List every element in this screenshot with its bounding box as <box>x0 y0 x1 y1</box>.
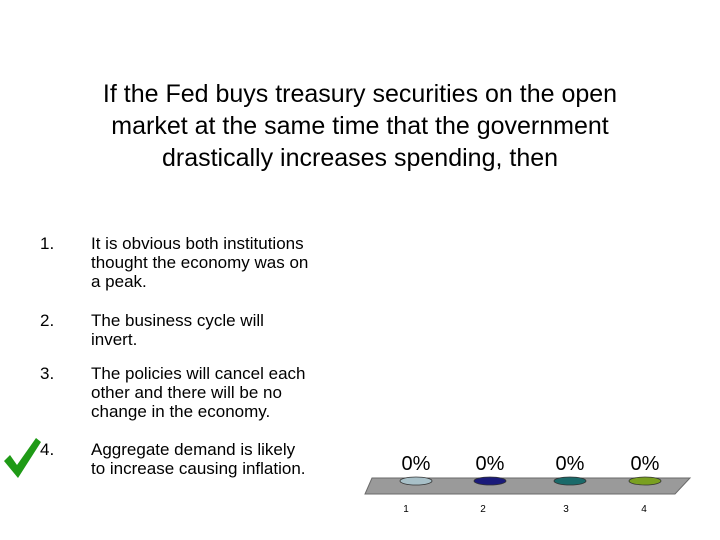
answer-line: change in the economy. <box>91 402 271 421</box>
question-line: market at the same time that the governm… <box>111 112 609 140</box>
answer-4-number: 4. <box>40 440 55 459</box>
answer-3-text: The policies will cancel each other and … <box>91 364 351 421</box>
answer-line: Aggregate demand is likely <box>91 440 296 459</box>
chart-floor <box>364 477 692 495</box>
answer-2-number: 2. <box>40 311 55 330</box>
response-chart: 0% 1 0% 2 0% 3 0% 4 <box>364 453 692 515</box>
answer-1-text: It is obvious both institutions thought … <box>91 234 351 291</box>
chart-tick-label: 3 <box>563 504 569 515</box>
answer-2-text: The business cycle will invert. <box>91 311 351 349</box>
chart-bar <box>553 476 587 486</box>
answer-line: It is obvious both institutions <box>91 234 304 253</box>
answer-line: to increase causing inflation. <box>91 459 306 478</box>
question-text: If the Fed buys treasury securities on t… <box>40 78 680 174</box>
chart-data-label: 0% <box>556 453 585 475</box>
chart-bar <box>473 476 507 486</box>
answer-line: The business cycle will <box>91 311 264 330</box>
answer-line: invert. <box>91 330 138 349</box>
chart-bar <box>399 476 433 486</box>
question-line: If the Fed buys treasury securities on t… <box>102 80 618 108</box>
answer-line: a peak. <box>91 272 147 291</box>
question-line: drastically increases spending, then <box>161 144 559 172</box>
checkmark-icon <box>4 438 41 478</box>
answer-line: thought the economy was on <box>91 253 309 272</box>
chart-tick-label: 1 <box>403 504 409 515</box>
chart-tick-label: 2 <box>480 504 486 515</box>
chart-tick-label: 4 <box>641 504 647 515</box>
chart-data-label: 0% <box>631 453 660 475</box>
answer-1-number: 1. <box>40 234 55 253</box>
answer-line: other and there will be no <box>91 383 282 402</box>
answer-4-text: Aggregate demand is likely to increase c… <box>91 440 351 478</box>
chart-data-label: 0% <box>476 453 505 475</box>
answer-list: 1. It is obvious both institutions thoug… <box>4 234 351 478</box>
chart-bar <box>628 476 662 486</box>
answer-line: The policies will cancel each <box>91 364 306 383</box>
chart-data-label: 0% <box>402 453 431 475</box>
answer-3-number: 3. <box>40 364 55 383</box>
